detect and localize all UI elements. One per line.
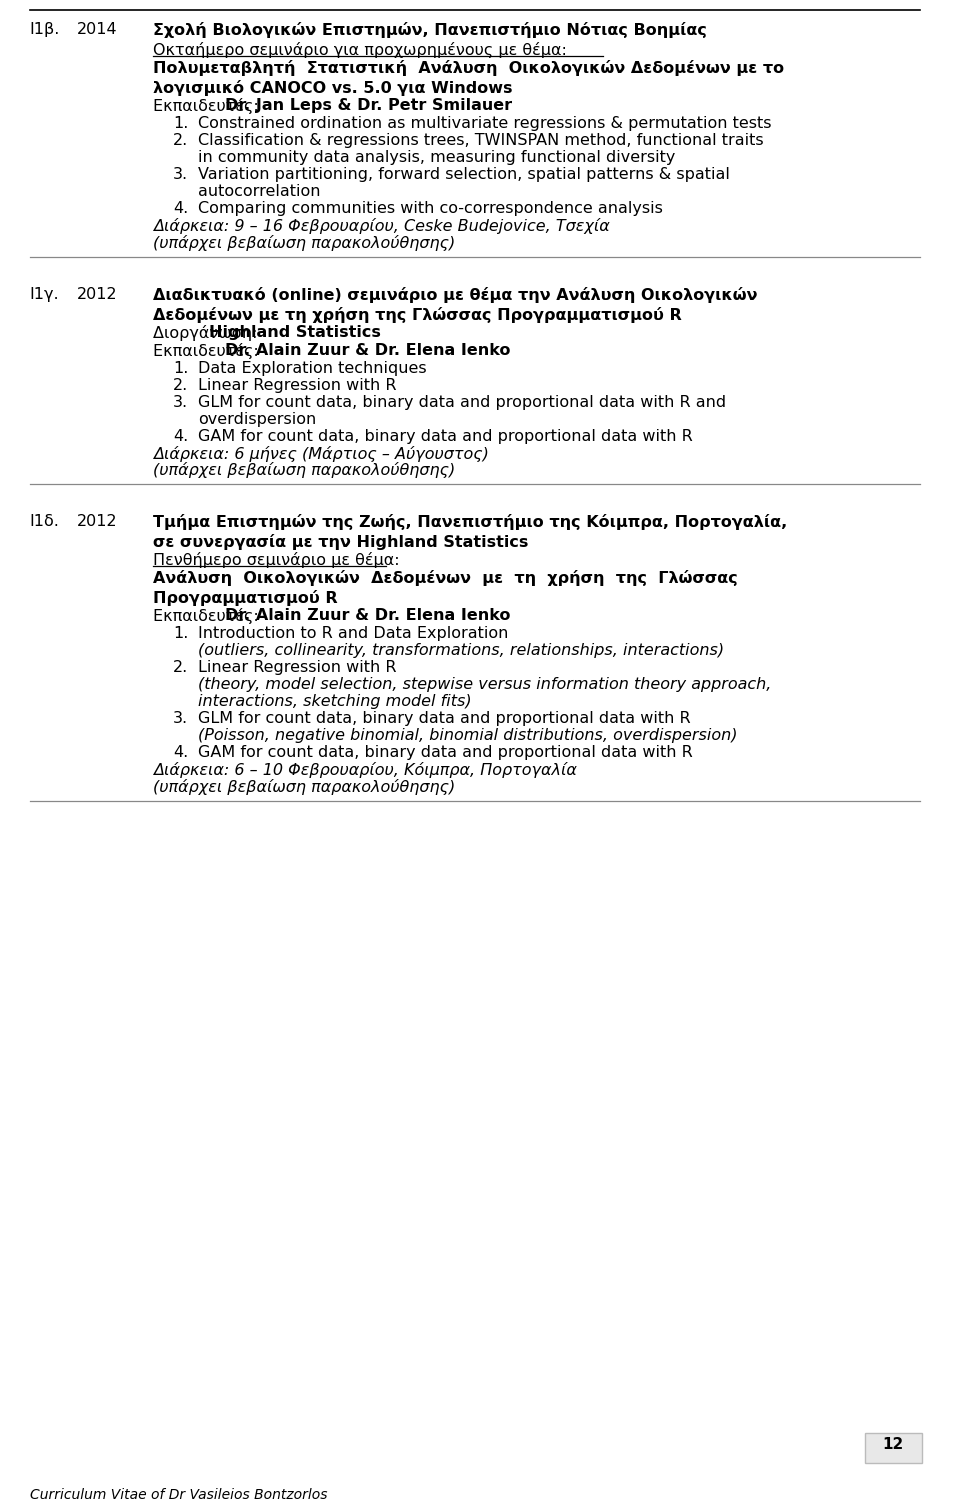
Text: 3.: 3. (173, 167, 188, 182)
Text: Highland Statistics: Highland Statistics (208, 325, 380, 340)
Text: 3.: 3. (173, 395, 188, 410)
Text: Διάρκεια: 6 – 10 Φεβρουαρίου, Κόιμπρα, Πορτογαλία: Διάρκεια: 6 – 10 Φεβρουαρίου, Κόιμπρα, Π… (154, 762, 577, 779)
Text: (Poisson, negative binomial, binomial distributions, overdispersion): (Poisson, negative binomial, binomial di… (198, 729, 737, 742)
Text: Data Exploration techniques: Data Exploration techniques (198, 360, 426, 375)
Text: 2014: 2014 (77, 23, 118, 38)
Text: Εκπαιδευτές:: Εκπαιδευτές: (154, 98, 264, 114)
Text: 2.: 2. (173, 660, 188, 675)
Text: GLM for count data, binary data and proportional data with R: GLM for count data, binary data and prop… (198, 711, 690, 726)
Text: 12: 12 (882, 1437, 904, 1452)
Text: 2012: 2012 (77, 515, 118, 530)
Text: Πολυμεταβλητή  Στατιστική  Ανάλυση  Οικολογικών Δεδομένων με το: Πολυμεταβλητή Στατιστική Ανάλυση Οικολογ… (154, 60, 784, 75)
Text: (outliers, collinearity, transformations, relationships, interactions): (outliers, collinearity, transformations… (198, 643, 724, 658)
Text: σε συνεργασία με την Highland Statistics: σε συνεργασία με την Highland Statistics (154, 535, 529, 550)
Text: Εκπαιδευτές:: Εκπαιδευτές: (154, 343, 264, 358)
Text: λογισμικό CANOCO vs. 5.0 για Windows: λογισμικό CANOCO vs. 5.0 για Windows (154, 80, 513, 96)
Text: 2.: 2. (173, 378, 188, 393)
Text: 4.: 4. (173, 200, 188, 215)
Text: overdispersion: overdispersion (198, 411, 316, 426)
Text: 1.: 1. (173, 360, 188, 375)
Text: Διάρκεια: 9 – 16 Φεβρουαρίου, Ceske Budejovice, Τσεχία: Διάρκεια: 9 – 16 Φεβρουαρίου, Ceske Bude… (154, 218, 610, 233)
Text: Πενθήμερο σεμινάριο με θέμα:: Πενθήμερο σεμινάριο με θέμα: (154, 553, 400, 568)
Text: Dr. Jan Leps & Dr. Petr Smilauer: Dr. Jan Leps & Dr. Petr Smilauer (225, 98, 512, 113)
Text: Introduction to R and Data Exploration: Introduction to R and Data Exploration (198, 626, 508, 642)
Text: Dr. Alain Zuur & Dr. Elena Ienko: Dr. Alain Zuur & Dr. Elena Ienko (225, 343, 510, 357)
Text: Curriculum Vitae of Dr Vasileios Bontzorlos: Curriculum Vitae of Dr Vasileios Bontzor… (30, 1488, 327, 1503)
Text: 4.: 4. (173, 745, 188, 761)
Text: Διαδικτυακό (online) σεμινάριο με θέμα την Ανάλυση Οικολογικών: Διαδικτυακό (online) σεμινάριο με θέμα τ… (154, 286, 757, 303)
Text: Προγραμματισμού R: Προγραμματισμού R (154, 590, 338, 607)
Text: (υπάρχει βεβαίωση παρακολούθησης): (υπάρχει βεβαίωση παρακολούθησης) (154, 235, 456, 250)
Text: Σχολή Βιολογικών Επιστημών, Πανεπιστήμιο Νότιας Βοημίας: Σχολή Βιολογικών Επιστημών, Πανεπιστήμιο… (154, 23, 708, 38)
Text: Comparing communities with co-correspondence analysis: Comparing communities with co-correspond… (198, 200, 662, 215)
Text: in community data analysis, measuring functional diversity: in community data analysis, measuring fu… (198, 149, 675, 164)
Text: (theory, model selection, stepwise versus information theory approach,: (theory, model selection, stepwise versu… (198, 678, 771, 693)
Text: 3.: 3. (173, 711, 188, 726)
FancyBboxPatch shape (865, 1434, 922, 1464)
Text: 2012: 2012 (77, 286, 118, 301)
Text: GLM for count data, binary data and proportional data with R and: GLM for count data, binary data and prop… (198, 395, 726, 410)
Text: Variation partitioning, forward selection, spatial patterns & spatial: Variation partitioning, forward selectio… (198, 167, 730, 182)
Text: interactions, sketching model fits): interactions, sketching model fits) (198, 694, 471, 709)
Text: I1γ.: I1γ. (30, 286, 60, 301)
Text: Εκπαιδευτές:: Εκπαιδευτές: (154, 608, 264, 625)
Text: 1.: 1. (173, 626, 188, 642)
Text: GAM for count data, binary data and proportional data with R: GAM for count data, binary data and prop… (198, 429, 692, 444)
Text: (υπάρχει βεβαίωση παρακολούθησης): (υπάρχει βεβαίωση παρακολούθησης) (154, 462, 456, 479)
Text: Οκταήμερο σεμινάριο για προχωρημένους με θέμα:: Οκταήμερο σεμινάριο για προχωρημένους με… (154, 42, 567, 57)
Text: autocorrelation: autocorrelation (198, 184, 321, 199)
Text: GAM for count data, binary data and proportional data with R: GAM for count data, binary data and prop… (198, 745, 692, 761)
Text: Δεδομένων με τη χρήση της Γλώσσας Προγραμματισμού R: Δεδομένων με τη χρήση της Γλώσσας Προγρα… (154, 307, 682, 322)
Text: Τμήμα Επιστημών της Ζωής, Πανεπιστήμιο της Κόιμπρα, Πορτογαλία,: Τμήμα Επιστημών της Ζωής, Πανεπιστήμιο τ… (154, 515, 787, 530)
Text: Classification & regressions trees, TWINSPAN method, functional traits: Classification & regressions trees, TWIN… (198, 133, 763, 148)
Text: Dr. Alain Zuur & Dr. Elena Ienko: Dr. Alain Zuur & Dr. Elena Ienko (225, 608, 510, 623)
Text: Linear Regression with R: Linear Regression with R (198, 378, 396, 393)
Text: (υπάρχει βεβαίωση παρακολούθησης): (υπάρχει βεβαίωση παρακολούθησης) (154, 779, 456, 795)
Text: Ανάλυση  Οικολογικών  Δεδομένων  με  τη  χρήση  της  Γλώσσας: Ανάλυση Οικολογικών Δεδομένων με τη χρήσ… (154, 571, 738, 586)
Text: Constrained ordination as multivariate regressions & permutation tests: Constrained ordination as multivariate r… (198, 116, 771, 131)
Text: I1β.: I1β. (30, 23, 60, 38)
Text: I1δ.: I1δ. (30, 515, 60, 530)
Text: Linear Regression with R: Linear Regression with R (198, 660, 396, 675)
Text: Διοργάνωση:: Διοργάνωση: (154, 325, 263, 340)
Text: 1.: 1. (173, 116, 188, 131)
Text: 4.: 4. (173, 429, 188, 444)
Text: Διάρκεια: 6 μήνες (Μάρτιος – Αύγουστος): Διάρκεια: 6 μήνες (Μάρτιος – Αύγουστος) (154, 446, 490, 461)
Text: 2.: 2. (173, 133, 188, 148)
